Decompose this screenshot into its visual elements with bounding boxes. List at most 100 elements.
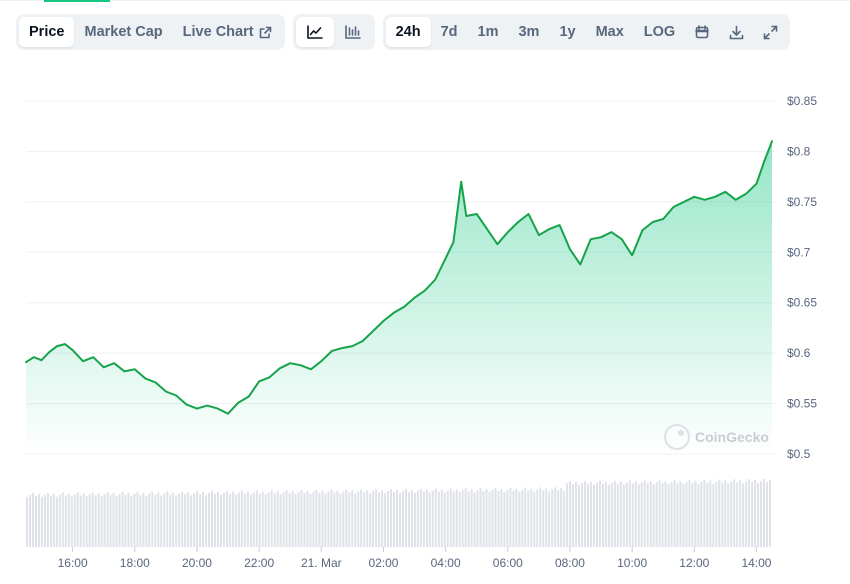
x-tick-label: 02:00 (368, 556, 398, 570)
volume-bar (43, 494, 46, 547)
volume-bar (410, 489, 413, 547)
log-scale-toggle[interactable]: LOG (634, 17, 685, 47)
tab-market-cap[interactable]: Market Cap (74, 17, 172, 47)
volume-bar (76, 492, 79, 547)
tab-market-cap-label: Market Cap (84, 24, 163, 40)
price-chart[interactable]: CoinGecko $0.5$0.55$0.6$0.65$0.7$0.75$0.… (0, 60, 850, 584)
volume-bar (524, 487, 527, 547)
volume-bar (554, 487, 557, 547)
volume-bar (572, 484, 575, 547)
price-point (112, 361, 116, 365)
line-chart-button[interactable] (295, 17, 334, 47)
volume-bar (697, 483, 700, 547)
range-max[interactable]: Max (586, 17, 634, 47)
price-point (350, 344, 354, 348)
volume-bar (37, 493, 40, 547)
tab-live-chart[interactable]: Live Chart (173, 17, 282, 47)
range-7d[interactable]: 7d (431, 17, 468, 47)
volume-bar (610, 482, 613, 547)
volume-bar (178, 493, 181, 547)
volume-bar (109, 495, 112, 547)
price-point (55, 344, 59, 348)
price-point (40, 358, 44, 362)
tab-live-chart-label: Live Chart (182, 24, 254, 40)
volume-bar (566, 483, 569, 547)
price-point (226, 412, 230, 416)
range-24h[interactable]: 24h (385, 17, 431, 47)
volume-bar (378, 492, 381, 547)
price-point (361, 339, 365, 343)
volume-bar (190, 495, 193, 547)
volume-bar (688, 479, 691, 547)
volume-bar (625, 482, 628, 547)
volume-bar (721, 482, 724, 547)
volume-bar (700, 481, 703, 547)
y-axis: $0.5 $0.55 $0.6 $0.65 $0.7 $0.75 $0.8 $0.85 (787, 94, 817, 461)
volume-bar (369, 493, 372, 547)
volume-bar (679, 480, 682, 547)
volume-bar (246, 491, 249, 547)
volume-bar (446, 490, 449, 547)
volume-bar (211, 491, 214, 547)
volume-bar (288, 493, 291, 547)
volume-bar (306, 490, 309, 547)
top-divider (0, 0, 850, 1)
x-axis: 16:00 18:00 20:00 22:00 21. Mar 02:00 04:00 06:… (58, 547, 772, 570)
volume-bar (34, 495, 37, 547)
price-point (382, 319, 386, 323)
volume-bar (569, 481, 572, 547)
price-point (413, 296, 417, 300)
range-3m[interactable]: 3m (508, 17, 549, 47)
range-1y[interactable]: 1y (549, 17, 585, 47)
price-point (451, 240, 455, 244)
price-point (24, 360, 28, 364)
volume-bar (300, 490, 303, 547)
volume-bar (148, 493, 151, 547)
volume-bar (231, 491, 234, 547)
download-button[interactable] (719, 17, 753, 47)
volume-bar (503, 491, 506, 547)
fullscreen-button[interactable] (753, 17, 787, 47)
volume-bar (500, 488, 503, 547)
volume-bar (584, 481, 587, 547)
x-tick-label: 20:00 (182, 556, 212, 570)
volume-bar (578, 485, 581, 547)
range-1m[interactable]: 1m (468, 17, 509, 47)
volume-bar (381, 490, 384, 547)
volume-bar (763, 479, 766, 547)
volume-bar (249, 494, 252, 547)
volume-bar (139, 494, 142, 547)
candlestick-chart-button[interactable] (334, 17, 372, 47)
volume-bar (673, 480, 676, 547)
volume-bar (208, 493, 211, 547)
download-icon (729, 25, 744, 40)
volume-bar (387, 491, 390, 547)
volume-bar (479, 488, 482, 547)
volume-bar (94, 495, 97, 547)
volume-bar (213, 493, 216, 547)
price-point (268, 375, 272, 379)
volume-bar (551, 489, 554, 547)
price-point (185, 403, 189, 407)
volume-bar (121, 491, 124, 547)
x-tick-label: 21. Mar (301, 556, 342, 570)
volume-bar (393, 492, 396, 547)
volume-bar (73, 494, 76, 547)
price-point (578, 262, 582, 266)
volume-bars (26, 479, 772, 547)
volume-bar (151, 491, 154, 547)
price-line-group (24, 140, 773, 416)
volume-bar (145, 495, 148, 547)
price-point (537, 233, 541, 237)
price-point (433, 278, 437, 282)
volume-bar (530, 488, 533, 547)
volume-bar (166, 491, 169, 547)
volume-bar (506, 489, 509, 547)
price-point (63, 342, 67, 346)
date-range-button[interactable] (685, 17, 719, 47)
volume-bar (264, 494, 267, 547)
volume-bar (560, 488, 563, 547)
volume-bar (103, 494, 106, 547)
y-tick-label: $0.6 (787, 346, 811, 360)
tab-price[interactable]: Price (19, 17, 75, 47)
